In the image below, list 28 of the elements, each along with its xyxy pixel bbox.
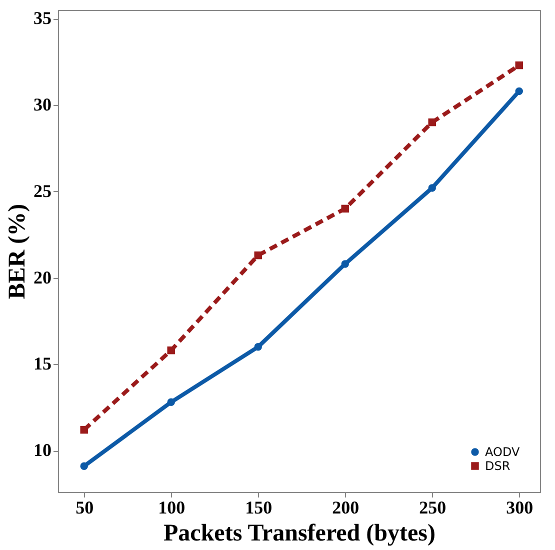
legend-label: DSR (485, 459, 510, 473)
point (254, 343, 262, 351)
point (341, 260, 349, 268)
y-tick-label: 35 (34, 8, 52, 28)
point (341, 204, 349, 213)
point (515, 87, 523, 96)
x-tick-label: 150 (245, 498, 272, 518)
point (80, 426, 88, 434)
x-tick-label: 50 (76, 498, 94, 518)
y-tick-label: 20 (34, 267, 52, 288)
y-axis-title: BER (%) (4, 204, 30, 300)
point (428, 184, 436, 192)
y-tick-label: 30 (34, 94, 52, 115)
point (167, 346, 175, 354)
y-tick-label: 10 (34, 440, 52, 460)
point (254, 251, 262, 260)
x-tick-label: 300 (506, 498, 534, 518)
point (80, 462, 88, 470)
point (515, 61, 523, 70)
x-tick-label: 200 (332, 498, 360, 518)
point (167, 398, 175, 406)
x-tick-label: 250 (419, 498, 446, 518)
point (428, 118, 436, 126)
legend-label: AODV (485, 445, 520, 459)
x-tick-label: 100 (158, 498, 186, 518)
x-axis-title: Packets Transfered (bytes) (164, 520, 436, 546)
y-tick-label: 15 (34, 354, 52, 374)
y-tick-label: 25 (34, 180, 52, 201)
